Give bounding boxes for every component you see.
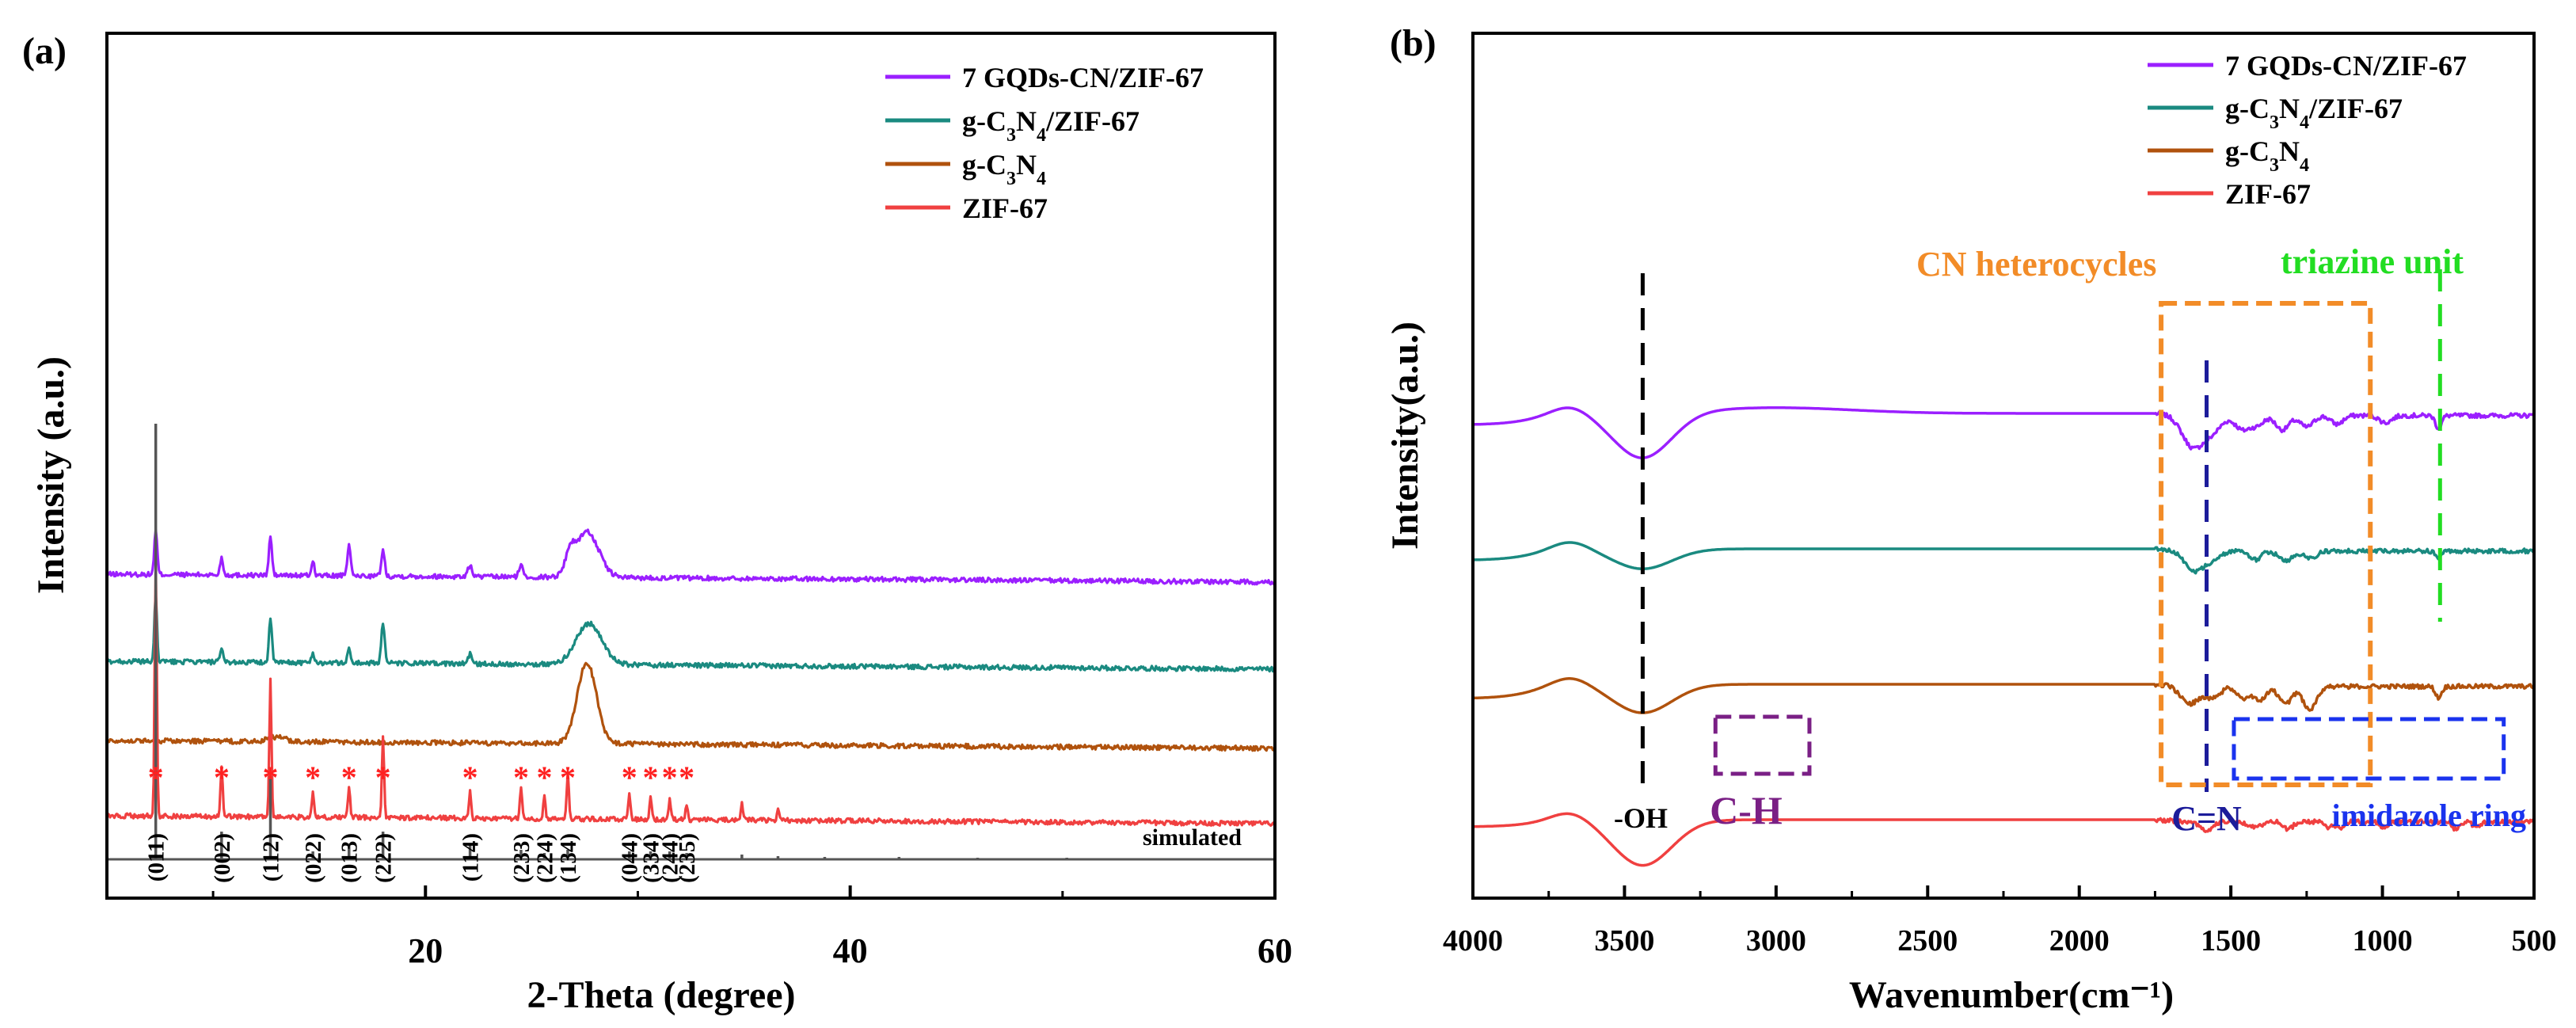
xrd-miller-index-label: (114) (459, 833, 484, 881)
ftir-x-axis-label: Wavenumber(cm⁻¹) (1849, 974, 2174, 1016)
xrd-miller-index-label: (224) (532, 833, 557, 883)
xrd-plot-frame (105, 32, 1277, 900)
xrd-star-marker: * (560, 760, 576, 795)
xrd-miller-index-label: (244) (658, 833, 683, 883)
xrd-miller-index-label: (222) (371, 833, 397, 883)
ftir-legend: 7 GQDs-CN/ZIF-67 g-C3N4/ZIF-67g-C3N4ZIF-6… (2148, 50, 2467, 210)
ftir-x-tick-label: 3000 (1746, 924, 1806, 958)
xrd-star-marker: * (462, 760, 478, 795)
ftir-x-tick-label: 3500 (1594, 924, 1654, 958)
xrd-miller-index-label: (334) (639, 833, 664, 883)
xrd-legend: 7 GQDs-CN/ZIF-67 g-C3N4/ZIF-67g-C3N4ZIF-6… (885, 62, 1204, 224)
xrd-star-marker: * (662, 760, 678, 795)
ftir-series-line-7-gqds-cn-zif-67 (1472, 406, 2536, 459)
xrd-star-marker: * (536, 760, 552, 795)
ftir-annotation-c-n: C=N (2171, 799, 2242, 838)
xrd-star-marker: * (341, 760, 357, 795)
xrd-miller-index-label: (011) (144, 833, 169, 881)
ftir-legend-label-zif-67: ZIF-67 (2225, 178, 2311, 210)
xrd-miller-index-label: (235) (675, 833, 700, 883)
xrd-miller-index-label: (002) (210, 833, 235, 883)
xrd-series-line-zif-67 (105, 558, 1277, 827)
xrd-miller-index-label: (013) (337, 833, 363, 883)
xrd-miller-index-label: (022) (301, 833, 326, 883)
xrd-x-tick-label: 60 (1258, 931, 1292, 970)
ftir-x-tick-label: 2500 (1897, 924, 1958, 958)
xrd-miller-index-label: (134) (556, 833, 581, 883)
xrd-x-tick-label: 40 (833, 931, 868, 970)
xrd-star-marker: * (263, 760, 279, 795)
xrd-x-tick-label: 20 (408, 931, 443, 970)
ftir-legend-label-g-c3n4: g-C3N4 (2225, 135, 2309, 176)
ftir-annotation-c-h: C-H (1710, 788, 1783, 832)
panel-b-label: (b) (1390, 22, 1436, 64)
ftir-x-tick-label: 2000 (2049, 924, 2110, 958)
ftir-annotation-imidazole-ring: imidazole ring (2331, 798, 2526, 833)
xrd-legend-label-g-c3n4: g-C3N4 (962, 149, 1046, 189)
ftir-chart: (b) Intensity(a.u.) Wavenumber(cm⁻¹) 400… (1384, 22, 2557, 1016)
xrd-star-marker: * (305, 760, 321, 795)
ftir-legend-label-7-gqds-cn-zif-67: 7 GQDs-CN/ZIF-67 (2225, 50, 2467, 82)
xrd-star-marker: * (375, 760, 391, 795)
xrd-star-marker: * (679, 760, 694, 795)
xrd-miller-index-label: (044) (618, 833, 643, 883)
ftir-imidazole-box (2232, 717, 2506, 781)
ftir-plot-frame (1471, 32, 2536, 900)
xrd-series-line-7-gqds-cn-zif-67 (105, 528, 1277, 586)
ftir-x-tick-label: 4000 (1443, 924, 1503, 958)
ftir-x-tick-label: 500 (2512, 924, 2557, 958)
xrd-star-marker: * (214, 760, 230, 795)
ftir-annotation-triazine-unit: triazine unit (2281, 242, 2464, 281)
ftir-annotation-cn-heterocycles: CN heterocycles (1916, 245, 2156, 284)
ftir-x-tick-label: 1500 (2201, 924, 2261, 958)
xrd-star-marker: * (513, 760, 529, 795)
xrd-series-line-g-c3n4 (106, 661, 1276, 752)
ftir-legend-label-g-c3n4-zif-67: g-C3N4/ZIF-67 (2225, 93, 2403, 133)
xrd-legend-label-zif-67: ZIF-67 (962, 192, 1048, 224)
xrd-miller-index-label: (112) (259, 833, 284, 881)
xrd-legend-label-g-c3n4-zif-67: g-C3N4/ZIF-67 (962, 105, 1140, 146)
ftir-series-line-zif-67 (1472, 812, 2536, 867)
ftir-series-line-g-c3n4-zif-67 (1472, 541, 2536, 575)
xrd-y-axis-label: Intensity (a.u.) (30, 356, 72, 594)
ftir-x-tick-label: 1000 (2353, 924, 2413, 958)
xrd-star-marker: * (622, 760, 637, 795)
panel-a-label: (a) (22, 30, 67, 72)
xrd-star-marker: * (148, 760, 164, 795)
xrd-miller-index-label: (233) (509, 833, 535, 883)
xrd-x-axis-label: 2-Theta (degree) (527, 974, 796, 1016)
xrd-simulated-label: simulated (1143, 824, 1242, 851)
xrd-star-marker: * (643, 760, 659, 795)
ftir-annotation-oh: -OH (1614, 802, 1668, 834)
ftir-ch-box (1713, 714, 1812, 776)
xrd-series-line-g-c3n4-zif-67 (105, 592, 1277, 673)
ftir-y-axis-label: Intensity(a.u.) (1384, 322, 1426, 550)
ftir-series-line-g-c3n4 (1472, 677, 2536, 714)
xrd-legend-label-7-gqds-cn-zif-67: 7 GQDs-CN/ZIF-67 (962, 62, 1204, 93)
ftir-cn-heterocycles-box (2159, 301, 2373, 787)
xrd-chart: (a) Intensity (a.u.) 2-Theta (degree) 20… (22, 30, 1292, 1016)
